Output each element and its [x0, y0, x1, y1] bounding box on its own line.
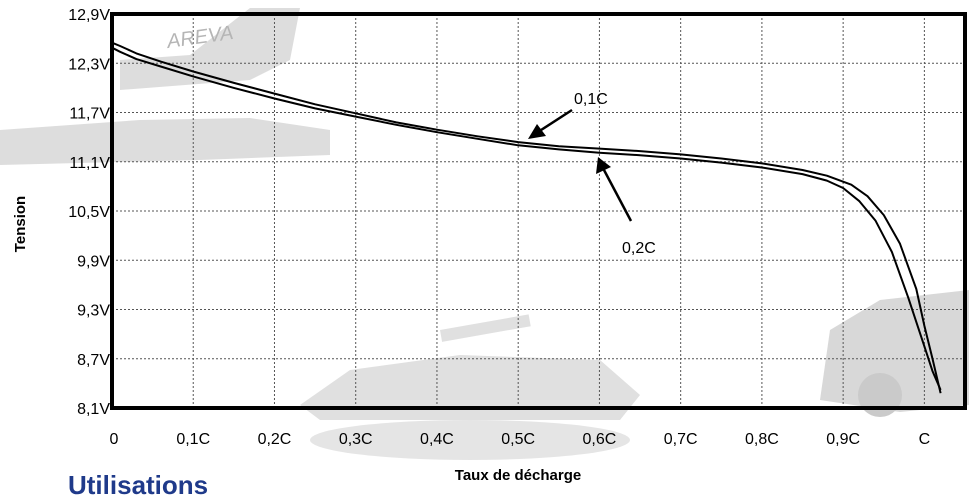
- series-line-0-1c: [111, 41, 942, 394]
- series-line-0-2c: [111, 46, 942, 391]
- y-tick-label: 9,9V: [77, 253, 110, 270]
- background-photo-collage: AREVA: [0, 8, 969, 460]
- series-layer: [111, 41, 942, 394]
- plot-frame: [110, 12, 967, 410]
- y-tick-label: 8,7V: [77, 352, 110, 369]
- annotation-0-1c: 0,1C: [574, 91, 608, 108]
- x-tick-label: 0,5C: [501, 431, 535, 448]
- discharge-chart: 12,9V 12,3V 11,7V 11,1V 10,5V 9,9V 9,3V 8,7V 8,1…: [12, 7, 967, 484]
- x-tick-label: 0,6C: [583, 431, 617, 448]
- y-tick-label: 9,3V: [77, 303, 110, 320]
- annotations: 0,1C 0,2C: [528, 91, 656, 257]
- y-tick-label: 8,1V: [77, 401, 110, 418]
- arrow-0-2c-head: [596, 157, 611, 174]
- x-tick-label: 0,2C: [258, 431, 292, 448]
- annotation-0-2c: 0,2C: [622, 240, 656, 257]
- y-tick-label: 12,9V: [68, 7, 110, 24]
- x-tick-label: 0,8C: [745, 431, 779, 448]
- y-tick-labels: 12,9V 12,3V 11,7V 11,1V 10,5V 9,9V 9,3V 8,7V 8,1…: [68, 7, 110, 418]
- x-tick-label: 0,4C: [420, 431, 454, 448]
- x-axis-title: Taux de décharge: [455, 467, 581, 484]
- y-tick-label: 12,3V: [68, 56, 110, 73]
- arrow-0-1c-head: [528, 124, 546, 139]
- grid-lines: [112, 14, 965, 408]
- y-tick-label: 10,5V: [68, 204, 110, 221]
- x-tick-label: 0: [110, 431, 119, 448]
- x-tick-labels: 0 0,1C 0,2C 0,3C 0,4C 0,5C 0,6C 0,7C 0,8C 0,9C C: [110, 431, 931, 448]
- tank-watermark: [300, 314, 640, 460]
- y-tick-label: 11,7V: [69, 106, 110, 123]
- x-tick-label: C: [919, 431, 931, 448]
- y-axis-title: Tension: [12, 196, 29, 252]
- x-tick-label: 0,3C: [339, 431, 373, 448]
- x-tick-label: 0,1C: [176, 431, 210, 448]
- section-heading: Utilisations: [68, 470, 209, 500]
- x-tick-label: 0,7C: [664, 431, 698, 448]
- x-tick-label: 0,9C: [826, 431, 860, 448]
- aircraft-watermark: [0, 8, 330, 165]
- arrow-0-1c-line: [537, 108, 573, 134]
- arrow-0-2c-line: [602, 169, 633, 222]
- y-tick-label: 11,1V: [69, 155, 110, 172]
